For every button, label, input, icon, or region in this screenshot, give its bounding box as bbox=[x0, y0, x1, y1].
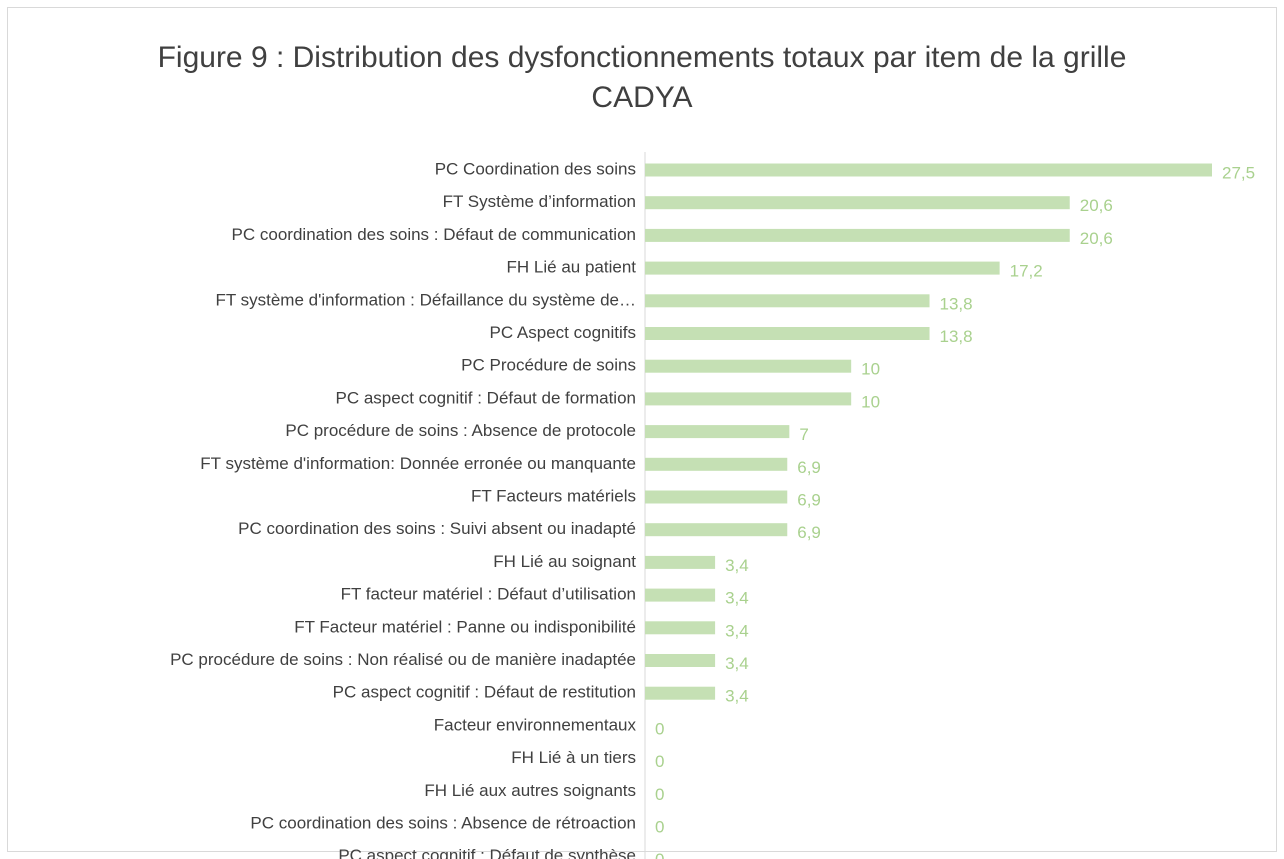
data-label: 0 bbox=[655, 850, 664, 859]
category-label: FH Lié au patient bbox=[507, 258, 637, 277]
category-label: Facteur environnementaux bbox=[434, 715, 637, 734]
bar bbox=[645, 457, 788, 471]
category-label: PC aspect cognitif : Défaut de synthèse bbox=[338, 846, 636, 859]
bar bbox=[645, 654, 716, 667]
category-label: PC Procédure de soins bbox=[461, 356, 636, 375]
bar bbox=[645, 555, 716, 569]
category-label: FT Facteurs matériels bbox=[471, 486, 636, 505]
data-label: 10 bbox=[861, 392, 880, 411]
data-label: 3,4 bbox=[725, 589, 749, 608]
category-label: FT Système d’information bbox=[443, 192, 636, 211]
chart-title: Figure 9 : Distribution des dysfonctionn… bbox=[157, 41, 1127, 114]
data-label: 3,4 bbox=[725, 687, 749, 706]
category-label: PC procédure de soins : Absence de proto… bbox=[285, 421, 636, 440]
bar bbox=[645, 588, 716, 602]
bar bbox=[645, 261, 1000, 275]
category-label: FT Facteur matériel : Panne ou indisponi… bbox=[294, 617, 636, 636]
bar bbox=[645, 392, 852, 406]
data-label: 3,4 bbox=[725, 556, 749, 575]
data-label: 20,6 bbox=[1080, 196, 1113, 215]
category-label: PC coordination des soins : Suivi absent… bbox=[238, 519, 636, 538]
category-label: FH Lié à un tiers bbox=[511, 748, 636, 767]
data-label: 7 bbox=[799, 425, 808, 444]
bar bbox=[645, 228, 1070, 242]
bar bbox=[645, 621, 716, 635]
category-label: PC aspect cognitif : Défaut de restituti… bbox=[333, 683, 636, 702]
data-label: 0 bbox=[655, 752, 664, 771]
chart-frame bbox=[7, 7, 1277, 852]
category-label: PC Coordination des soins bbox=[435, 159, 636, 178]
category-label: FT système d'information: Donnée erronée… bbox=[200, 454, 636, 473]
bar bbox=[645, 686, 716, 700]
bar bbox=[645, 294, 930, 308]
category-label: FT facteur matériel : Défaut d’utilisati… bbox=[341, 585, 636, 604]
category-label: PC aspect cognitif : Défaut de formation bbox=[336, 388, 637, 407]
category-label: FT système d'information : Défaillance d… bbox=[215, 290, 636, 309]
bar bbox=[645, 359, 852, 373]
category-label: FH Lié au soignant bbox=[493, 552, 636, 571]
bar bbox=[645, 163, 1212, 177]
data-label: 3,4 bbox=[725, 621, 749, 640]
data-label: 13,8 bbox=[940, 327, 973, 346]
bar bbox=[645, 327, 930, 340]
category-label: PC Aspect cognitifs bbox=[490, 323, 636, 342]
data-label: 0 bbox=[655, 785, 664, 804]
data-label: 6,9 bbox=[797, 490, 821, 509]
data-label: 20,6 bbox=[1080, 229, 1113, 248]
data-label: 13,8 bbox=[940, 294, 973, 313]
data-label: 10 bbox=[861, 360, 880, 379]
bar bbox=[645, 196, 1070, 210]
data-label: 6,9 bbox=[797, 458, 821, 477]
category-label: PC coordination des soins : Absence de r… bbox=[250, 813, 636, 832]
bar bbox=[645, 490, 788, 504]
data-label: 27,5 bbox=[1222, 163, 1255, 182]
category-label: PC coordination des soins : Défaut de co… bbox=[232, 225, 636, 244]
category-label: PC procédure de soins : Non réalisé ou d… bbox=[170, 650, 636, 669]
bar bbox=[645, 425, 790, 439]
data-label: 6,9 bbox=[797, 523, 821, 542]
data-label: 3,4 bbox=[725, 654, 749, 673]
bar bbox=[645, 523, 788, 537]
data-label: 0 bbox=[655, 817, 664, 836]
category-label: FH Lié aux autres soignants bbox=[424, 781, 636, 800]
data-label: 0 bbox=[655, 719, 664, 738]
data-label: 17,2 bbox=[1010, 262, 1043, 281]
